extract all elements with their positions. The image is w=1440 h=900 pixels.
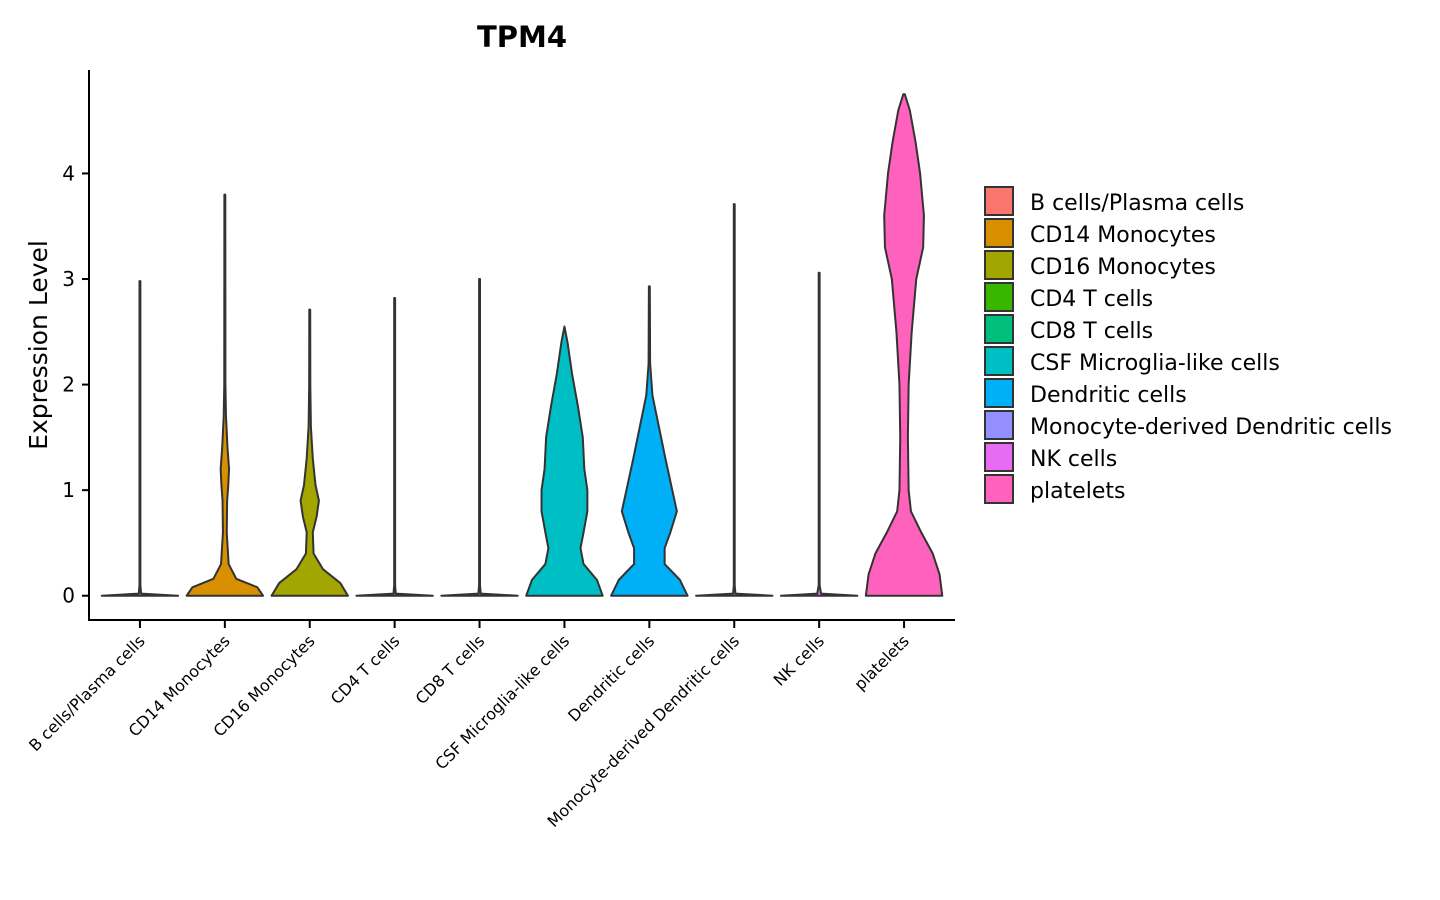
violin-8 — [695, 203, 774, 597]
x-tick-label: CD8 T cells — [412, 631, 489, 708]
legend-label: CD14 Monocytes — [1030, 223, 1216, 248]
legend-key — [984, 250, 1014, 280]
legend-label: CSF Microglia-like cells — [1030, 351, 1280, 376]
y-tick-label: 1 — [62, 478, 75, 502]
legend-label: NK cells — [1030, 447, 1117, 472]
x-tick-label: NK cells — [770, 631, 828, 689]
legend-key — [984, 442, 1014, 472]
legend-key — [984, 186, 1014, 216]
legend-label: Dendritic cells — [1030, 383, 1187, 408]
legend-key — [984, 282, 1014, 312]
y-tick-label: 2 — [62, 373, 75, 397]
x-tick-label: B cells/Plasma cells — [25, 631, 149, 755]
violin-7 — [610, 285, 689, 597]
legend-key — [984, 378, 1014, 408]
violin-4 — [355, 297, 434, 597]
y-tick-label: 4 — [62, 161, 75, 185]
violin-5 — [440, 278, 519, 597]
violin-10 — [864, 93, 944, 597]
x-tick-label: platelets — [850, 631, 913, 694]
y-tick-label: 0 — [62, 584, 75, 608]
legend-label: CD4 T cells — [1030, 287, 1153, 312]
x-tick-label: CD4 T cells — [327, 631, 404, 708]
legend-label: CD8 T cells — [1030, 319, 1153, 344]
chart-title: TPM4 — [477, 20, 567, 54]
violins-group — [100, 93, 944, 597]
violin-1 — [100, 280, 180, 597]
legend-label: CD16 Monocytes — [1030, 255, 1216, 280]
x-tick-label: Dendritic cells — [564, 631, 658, 725]
legend-key — [984, 410, 1014, 440]
legend-label: Monocyte-derived Dendritic cells — [1030, 415, 1392, 440]
legend-label: platelets — [1030, 479, 1125, 504]
x-tick-label: Monocyte-derived Dendritic cells — [544, 631, 744, 831]
y-ticks-group: 0 1 2 3 4 — [62, 161, 89, 608]
violin-9 — [779, 271, 859, 597]
legend-key — [984, 346, 1014, 376]
legend-label: B cells/Plasma cells — [1030, 191, 1244, 216]
y-tick-label: 3 — [62, 267, 75, 291]
violin-2 — [185, 193, 265, 597]
violin-6 — [525, 325, 604, 597]
violin-3 — [270, 308, 349, 597]
legend: B cells/Plasma cells CD14 Monocytes CD16 M… — [984, 186, 1392, 504]
legend-key — [984, 474, 1014, 504]
y-axis-title: Expression Level — [24, 240, 53, 450]
legend-key — [984, 314, 1014, 344]
legend-key — [984, 218, 1014, 248]
